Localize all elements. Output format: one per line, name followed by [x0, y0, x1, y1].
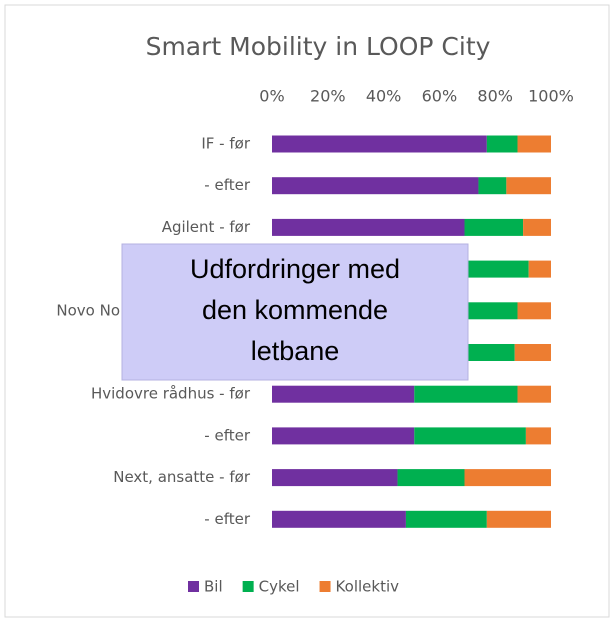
bar-segment — [397, 469, 465, 487]
bar-segment — [525, 427, 551, 445]
bar-segment — [528, 260, 551, 278]
chart-title: Smart Mobility in LOOP City — [146, 32, 491, 61]
legend-label: Bil — [204, 578, 223, 596]
bar-segment — [414, 385, 518, 403]
x-tick-label: 60% — [422, 87, 458, 106]
annotation-text: den kommende — [202, 295, 388, 325]
y-tick-label: - efter — [204, 426, 251, 444]
bar-segment — [517, 385, 551, 403]
bar-segment — [272, 135, 487, 153]
y-tick-label: - efter — [204, 176, 251, 194]
legend-label: Kollektiv — [336, 578, 400, 596]
bar-segment — [517, 135, 551, 153]
legend-swatch — [319, 581, 331, 592]
y-tick-label: Agilent - før — [162, 218, 251, 236]
x-tick-label: 80% — [477, 87, 513, 106]
bar-segment — [405, 510, 487, 528]
annotation: Udfordringer med den kommende letbane — [121, 243, 469, 381]
bar-segment — [478, 177, 507, 195]
bar-segment — [272, 427, 415, 445]
x-tick-label: 20% — [310, 87, 346, 106]
bar-segment — [517, 302, 551, 320]
x-tick-label: 40% — [366, 87, 402, 106]
bar-segment — [272, 510, 406, 528]
bar-segment — [272, 218, 465, 236]
y-tick-label: Novo No — [56, 301, 120, 319]
bar-segment — [461, 302, 518, 320]
y-tick-label: Next, ansatte - før — [113, 468, 251, 486]
legend-label: Cykel — [259, 578, 300, 596]
bar-segment — [467, 260, 529, 278]
bar-segment — [272, 385, 415, 403]
bar-segment — [523, 218, 551, 236]
legend-swatch — [242, 581, 254, 592]
legend-swatch — [188, 581, 199, 592]
annotation-text: letbane — [251, 336, 340, 366]
x-tick-label: 0% — [259, 87, 284, 106]
bar-segment — [464, 218, 524, 236]
bar-segment — [486, 135, 518, 153]
x-tick-label: 100% — [528, 87, 574, 106]
y-tick-label: Hvidovre rådhus - før — [91, 385, 251, 403]
annotation-box — [121, 243, 469, 381]
bar-segment — [272, 469, 398, 487]
bar-segment — [486, 510, 551, 528]
bar-segment — [464, 469, 551, 487]
annotation-text: Udfordringer med — [190, 254, 400, 284]
y-tick-label: IF - før — [201, 135, 250, 153]
bar-segment — [461, 344, 515, 361]
bar-segment — [272, 177, 479, 195]
y-tick-label: - efter — [204, 510, 251, 528]
bar-segment — [506, 177, 551, 195]
bar-segment — [414, 427, 526, 445]
bar-segment — [514, 344, 551, 361]
